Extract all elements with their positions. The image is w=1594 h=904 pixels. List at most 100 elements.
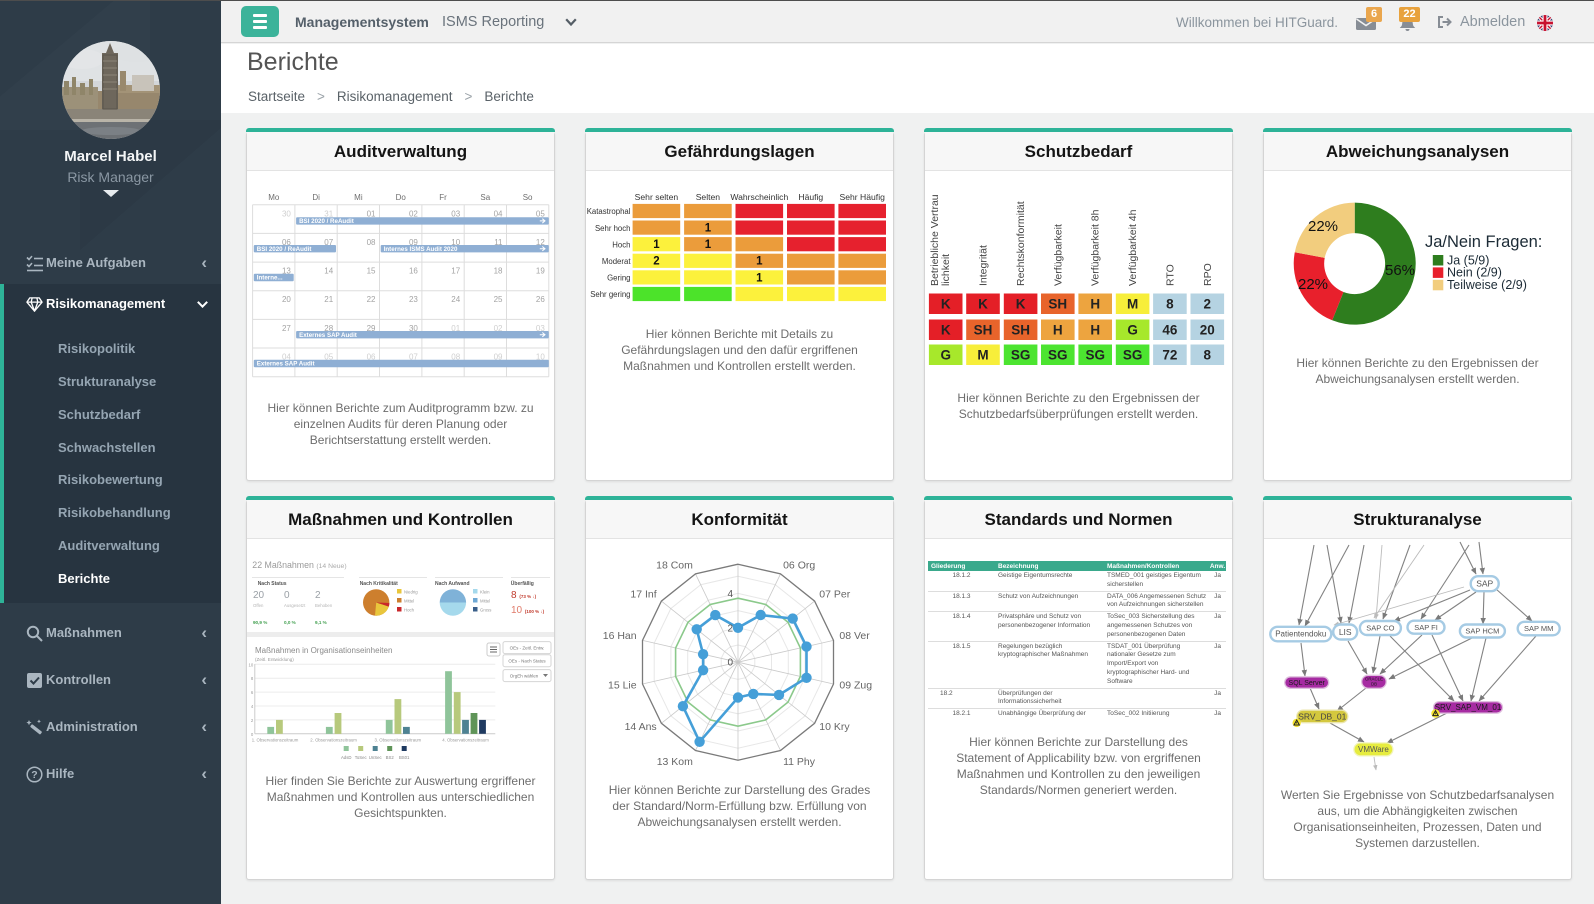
svg-text:0: 0 — [727, 658, 733, 669]
svg-text:K: K — [941, 323, 951, 338]
svg-text:19: 19 — [536, 267, 545, 276]
svg-text:2. Observationszeitraum: 2. Observationszeitraum — [310, 738, 357, 743]
svg-text:BS01: BS01 — [399, 755, 410, 760]
svg-text:04: 04 — [494, 209, 503, 218]
svg-text:22%: 22% — [1308, 218, 1338, 235]
svg-text:08 Ver: 08 Ver — [839, 630, 870, 642]
svg-text:02: 02 — [409, 209, 418, 218]
svg-text:09: 09 — [409, 238, 418, 247]
svg-text:09: 09 — [494, 353, 503, 362]
svg-text:03: 03 — [451, 209, 460, 218]
svg-text:28: 28 — [324, 324, 333, 333]
svg-text:SAP FI: SAP FI — [1414, 623, 1438, 632]
svg-text:9,1 %: 9,1 % — [315, 620, 327, 625]
svg-text:BSI 2020 / ReAudit: BSI 2020 / ReAudit — [299, 218, 354, 225]
svg-text:01: 01 — [367, 209, 376, 218]
svg-text:12: 12 — [536, 238, 545, 247]
svg-text:SRV_DB_01: SRV_DB_01 — [1298, 711, 1346, 721]
svg-text:Verfügbarkeit 8h: Verfügbarkeit 8h — [1090, 209, 1102, 286]
svg-text:1: 1 — [756, 272, 763, 284]
svg-text:OEs - Nach Status: OEs - Nach Status — [508, 659, 546, 664]
svg-text:Teilweise (2/9): Teilweise (2/9) — [1447, 278, 1527, 292]
svg-text:22%: 22% — [1298, 276, 1328, 293]
svg-text:SH: SH — [974, 323, 993, 338]
svg-text:4. Observationszeitraum: 4. Observationszeitraum — [442, 738, 489, 743]
svg-text:18: 18 — [494, 267, 503, 276]
svg-text:29: 29 — [367, 324, 376, 333]
svg-text:Sehr Häufig: Sehr Häufig — [840, 192, 886, 202]
svg-text:Ausgesetzt: Ausgesetzt — [284, 603, 306, 608]
svg-text:2: 2 — [727, 623, 733, 634]
svg-text:10: 10 — [451, 238, 460, 247]
svg-text:M: M — [1127, 297, 1138, 312]
svg-text:Offen: Offen — [253, 603, 264, 608]
svg-text:Wahrscheinlich: Wahrscheinlich — [730, 192, 788, 202]
svg-text:06: 06 — [367, 353, 376, 362]
svg-text:01: 01 — [451, 324, 460, 333]
svg-text:Nach Kritikalität: Nach Kritikalität — [360, 581, 398, 587]
svg-text:SH: SH — [1011, 323, 1030, 338]
svg-text:SAP CO: SAP CO — [1366, 624, 1394, 633]
svg-text:VMWare: VMWare — [1358, 745, 1389, 754]
svg-text:Häufig: Häufig — [798, 192, 823, 202]
svg-text:ORACLE: ORACLE — [1365, 677, 1383, 682]
svg-text:Sehr hoch: Sehr hoch — [595, 224, 631, 233]
svg-text:08: 08 — [451, 353, 460, 362]
svg-text:20: 20 — [253, 590, 265, 601]
svg-text:SAP HCM: SAP HCM — [1465, 627, 1499, 636]
svg-text:AdsD: AdsD — [341, 755, 352, 760]
svg-text:RTO: RTO — [1164, 264, 1176, 286]
svg-text:Fr: Fr — [439, 193, 447, 202]
svg-text:1: 1 — [705, 223, 712, 235]
svg-text:1: 1 — [705, 239, 712, 251]
svg-text:14: 14 — [324, 267, 333, 276]
svg-text:1: 1 — [756, 256, 763, 268]
svg-text:15: 15 — [367, 267, 376, 276]
svg-text:Gering: Gering — [607, 274, 630, 283]
svg-text:SG: SG — [1048, 348, 1068, 363]
svg-text:Klein: Klein — [480, 589, 490, 594]
svg-text:Nach Aufwand: Nach Aufwand — [435, 581, 470, 587]
svg-text:2: 2 — [653, 256, 659, 268]
svg-text:Di: Di — [312, 193, 320, 202]
svg-text:02: 02 — [494, 324, 503, 333]
svg-text:Ja (5/9): Ja (5/9) — [1447, 253, 1489, 267]
svg-text:0: 0 — [284, 590, 290, 601]
svg-text:14 Ans: 14 Ans — [625, 721, 657, 733]
svg-text:15 Lie: 15 Lie — [608, 679, 637, 691]
svg-text:11: 11 — [494, 238, 503, 247]
svg-text:13: 13 — [282, 267, 291, 276]
svg-text:05: 05 — [536, 209, 545, 218]
svg-text:4: 4 — [727, 589, 733, 600]
svg-text:G: G — [940, 348, 951, 363]
svg-text:90,9 %: 90,9 % — [253, 620, 267, 625]
svg-text:8 (73 % ↓): 8 (73 % ↓) — [511, 590, 537, 601]
svg-text:23: 23 — [409, 295, 418, 304]
svg-text:(Zeitl. Entwicklung): (Zeitl. Entwicklung) — [255, 657, 294, 662]
svg-text:31: 31 — [324, 209, 333, 218]
svg-text:So: So — [523, 193, 533, 202]
svg-text:8: 8 — [251, 676, 254, 681]
svg-text:06 Org: 06 Org — [783, 560, 815, 572]
svg-text:Betriebliche Vertrau: Betriebliche Vertrau — [929, 194, 941, 286]
svg-text:30: 30 — [282, 209, 291, 218]
svg-text:SH: SH — [1048, 297, 1067, 312]
svg-text:0: 0 — [251, 732, 254, 737]
svg-text:46: 46 — [1162, 323, 1178, 338]
svg-text:8: 8 — [1204, 348, 1212, 363]
svg-text:H: H — [1053, 323, 1063, 338]
svg-text:K: K — [1016, 297, 1026, 312]
svg-text:20: 20 — [282, 295, 291, 304]
svg-text:56%: 56% — [1385, 262, 1415, 279]
svg-text:27: 27 — [282, 324, 291, 333]
svg-text:RPO: RPO — [1202, 263, 1214, 286]
svg-text:8: 8 — [1166, 297, 1174, 312]
svg-text:lichkeit: lichkeit — [940, 254, 952, 286]
svg-text:22: 22 — [367, 295, 376, 304]
svg-text:07: 07 — [324, 238, 333, 247]
svg-text:Externes SAP Audit: Externes SAP Audit — [299, 332, 357, 339]
svg-text:3. Observationszeitraum: 3. Observationszeitraum — [375, 738, 422, 743]
svg-text:1: 1 — [653, 239, 660, 251]
svg-text:Behoben: Behoben — [315, 603, 333, 608]
svg-text:Ja/Nein Fragen:: Ja/Nein Fragen: — [1425, 233, 1542, 251]
